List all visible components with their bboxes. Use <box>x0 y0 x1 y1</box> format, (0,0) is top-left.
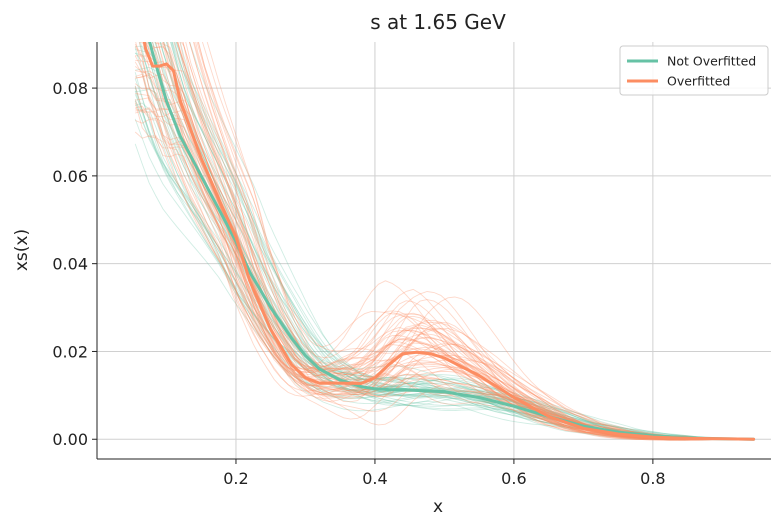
chart-title: s at 1.65 GeV <box>370 10 506 34</box>
y-tick-label: 0.00 <box>52 430 88 449</box>
replica-curve <box>134 118 747 441</box>
replica-curve <box>176 42 747 440</box>
replica-curve <box>135 108 747 440</box>
x-tick-label: 0.2 <box>223 469 248 488</box>
replica-curve <box>134 90 747 440</box>
replica-curve <box>182 42 747 440</box>
replica-curve <box>163 42 747 440</box>
legend-box <box>619 45 769 96</box>
y-tick-label: 0.04 <box>52 255 88 274</box>
replica-curve <box>135 42 747 440</box>
y-tick-label: 0.02 <box>52 342 88 361</box>
replica-curve <box>167 42 747 441</box>
replica-curve <box>174 42 747 440</box>
replica-curve <box>135 102 747 441</box>
y-tick-label: 0.06 <box>52 167 88 186</box>
replica-curve <box>170 42 747 440</box>
replica-curve <box>135 49 747 440</box>
series-line-0 <box>148 42 756 441</box>
x-axis-label: x <box>433 497 443 516</box>
y-tick-label: 0.08 <box>52 79 88 98</box>
tick-labels: 0.2 0.4 0.6 0.8 0.00 0.02 0.04 0.06 0.08 <box>52 79 665 488</box>
replica-curve <box>177 42 747 441</box>
replica-curve <box>134 85 747 441</box>
series-line-1 <box>142 42 756 441</box>
replica-curve <box>161 42 747 441</box>
replica-curve <box>135 93 747 440</box>
replica-curve <box>134 83 747 441</box>
x-tick-label: 0.8 <box>640 469 665 488</box>
replica-curve <box>135 119 747 441</box>
replica-curve <box>171 42 747 440</box>
legend-label: Not Overfitted <box>667 54 756 69</box>
replica-curve <box>134 43 747 440</box>
legend-label: Overfitted <box>667 74 730 89</box>
replica-curve <box>134 46 747 441</box>
replica-curve <box>135 73 747 440</box>
replica-curve <box>165 42 747 440</box>
replica-curve <box>173 42 747 440</box>
replica-curve <box>177 42 747 440</box>
x-tick-label: 0.6 <box>501 469 526 488</box>
replica-curve <box>179 42 747 440</box>
legend: Not Overfitted Overfitted <box>619 45 769 96</box>
replica-curve <box>134 61 747 440</box>
x-tick-label: 0.4 <box>362 469 387 488</box>
axes <box>96 42 771 460</box>
replica-curve <box>135 107 747 440</box>
y-axis-label: xs(x) <box>12 229 32 271</box>
replica-curve <box>157 42 747 440</box>
replica-curve <box>189 42 747 440</box>
replica-curve <box>198 42 747 440</box>
series-lines <box>142 42 756 441</box>
replica-curve <box>134 72 747 440</box>
replica-curve <box>134 131 747 441</box>
replica-curve <box>139 42 747 440</box>
